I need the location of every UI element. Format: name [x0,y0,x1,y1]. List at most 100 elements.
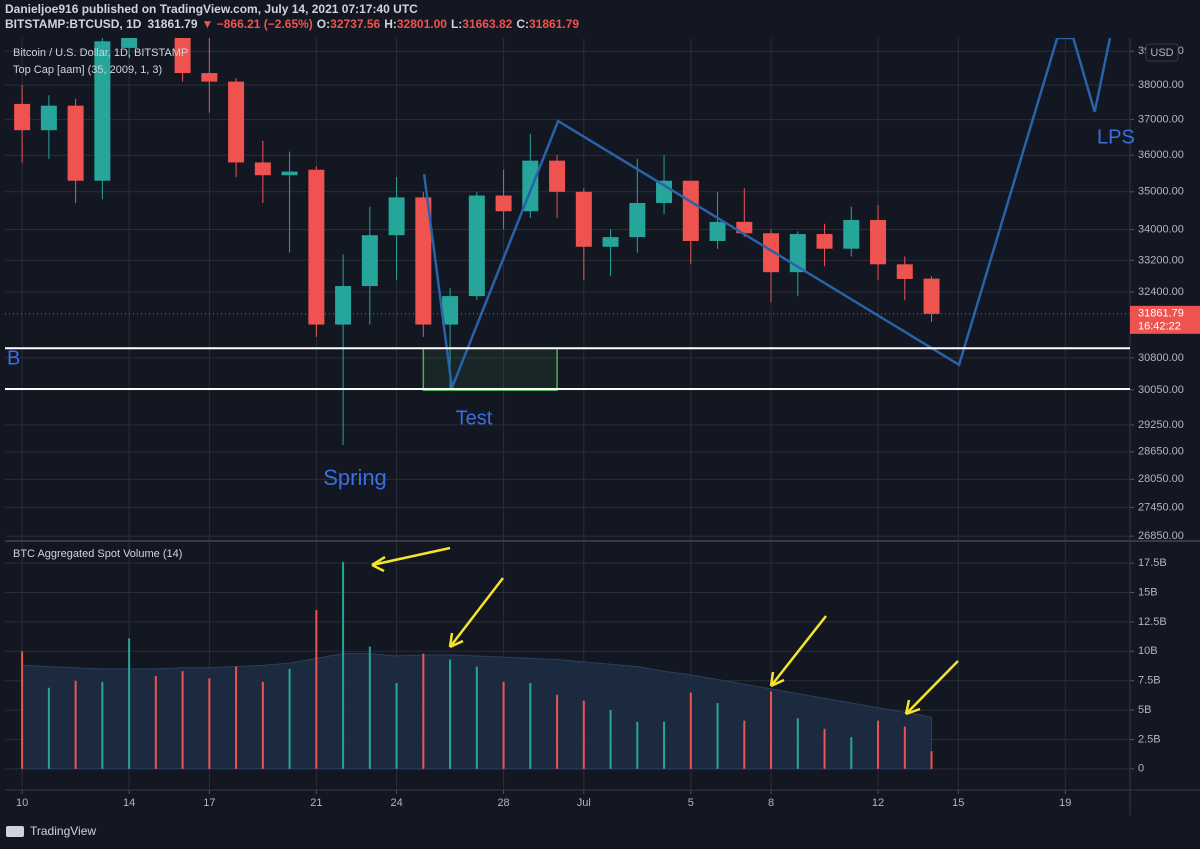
logo-icon [6,826,24,837]
open: 32737.56 [330,17,380,31]
y-tick-label: 0 [1138,763,1144,775]
o-label: O: [317,17,330,31]
legend: Bitcoin / U.S. Dollar, 1D, BITSTAMP [13,47,188,59]
volume-bar [823,728,826,769]
annotation-spring: Spring [323,465,387,490]
volume-bar [663,721,666,769]
volume-bar [475,666,478,769]
candle-body [415,197,432,325]
price-label: 31861.79 [1138,308,1184,320]
high: 32801.00 [397,17,447,31]
candle-body [843,219,860,249]
candle-body [14,103,31,131]
candle-body [736,221,753,234]
candle-body [629,202,646,238]
volume-bar [74,680,77,769]
close: 31861.79 [529,17,579,31]
volume-bar [689,692,692,769]
candle-body [896,264,913,279]
volume-legend: BTC Aggregated Spot Volume (14) [13,548,182,560]
candle-body [201,73,218,82]
candle-body [281,171,298,176]
candle-body [656,180,673,203]
candle-body [442,296,459,325]
x-tick-label: 17 [203,797,215,809]
y-tick-label: 15B [1138,586,1158,598]
y-tick-label: 2.5B [1138,733,1161,745]
y-tick-label: 17.5B [1138,557,1167,569]
currency: USD [1150,47,1173,59]
x-tick-label: 15 [952,797,964,809]
l-label: L: [451,17,462,31]
candle-body [549,160,566,192]
volume-bar [288,668,291,769]
candle-body [602,237,619,247]
y-tick-label: 29250.00 [1138,419,1184,431]
y-tick-label: 38000.00 [1138,79,1184,91]
y-tick-label: 32400.00 [1138,286,1184,298]
y-tick-label: 28050.00 [1138,473,1184,485]
y-tick-label: 10B [1138,645,1158,657]
volume-bar [636,721,639,769]
low: 31663.82 [462,17,512,31]
volume-bar [850,737,853,769]
y-tick-label: 26850.00 [1138,530,1184,542]
y-tick-label: 33200.00 [1138,254,1184,266]
candle-body [923,278,940,314]
volume-bar [154,675,157,769]
volume-bar [796,718,799,769]
volume-bar [903,726,906,769]
x-tick-label: 5 [688,797,694,809]
y-tick-label: 27450.00 [1138,501,1184,513]
candle-body [40,105,57,131]
x-tick-label: 8 [768,797,774,809]
volume-bar [395,683,398,769]
change: ▼ −866.21 (−2.65%) [202,17,313,31]
test-box [422,347,558,392]
price-label-box [1130,305,1200,334]
x-tick-label: 14 [123,797,135,809]
candle-body [468,195,485,297]
h-label: H: [384,17,397,31]
candle-body [67,105,84,181]
volume-bar [21,651,24,769]
volume-pane [21,561,933,770]
y-tick-label: 35000.00 [1138,186,1184,198]
y-tick-label: 37000.00 [1138,114,1184,126]
volume-bar [743,720,746,769]
volume-bar [877,720,880,769]
wyckoff-path [422,38,1112,393]
volume-bar [368,646,371,769]
candle-body [870,219,887,265]
volume-bar [208,678,211,769]
volume-bar [181,671,184,769]
y-tick-label: 12.5B [1138,616,1167,628]
candle-body [816,234,833,249]
symbol-line: BITSTAMP:BTCUSD, 1D 31861.79 ▼ −866.21 (−2… [5,17,579,31]
price-pane [5,38,1130,446]
y-tick-label: 7.5B [1138,675,1161,687]
candle-body [388,197,405,236]
y-tick-label: 5B [1138,704,1151,716]
x-tick-label: 21 [310,797,322,809]
volume-bar [101,681,104,769]
volume-bar [716,703,719,769]
candle-body [228,81,245,163]
last-price: 31861.79 [147,17,197,31]
x-tick-label: 28 [497,797,509,809]
x-tick-label: 10 [16,797,28,809]
x-tick-label: 19 [1059,797,1071,809]
y-tick-label: 30050.00 [1138,384,1184,396]
y-tick-label: 34000.00 [1138,223,1184,235]
candle-body [254,162,271,176]
currency-box [1145,43,1179,62]
arrow [904,660,959,716]
annotation-b: B [7,347,20,369]
candle-body [789,234,806,273]
candle-body [682,180,699,241]
candle-body [763,233,780,273]
candle-body [575,191,592,247]
annotation-test: Test [456,407,493,429]
volume-bar [315,610,318,769]
